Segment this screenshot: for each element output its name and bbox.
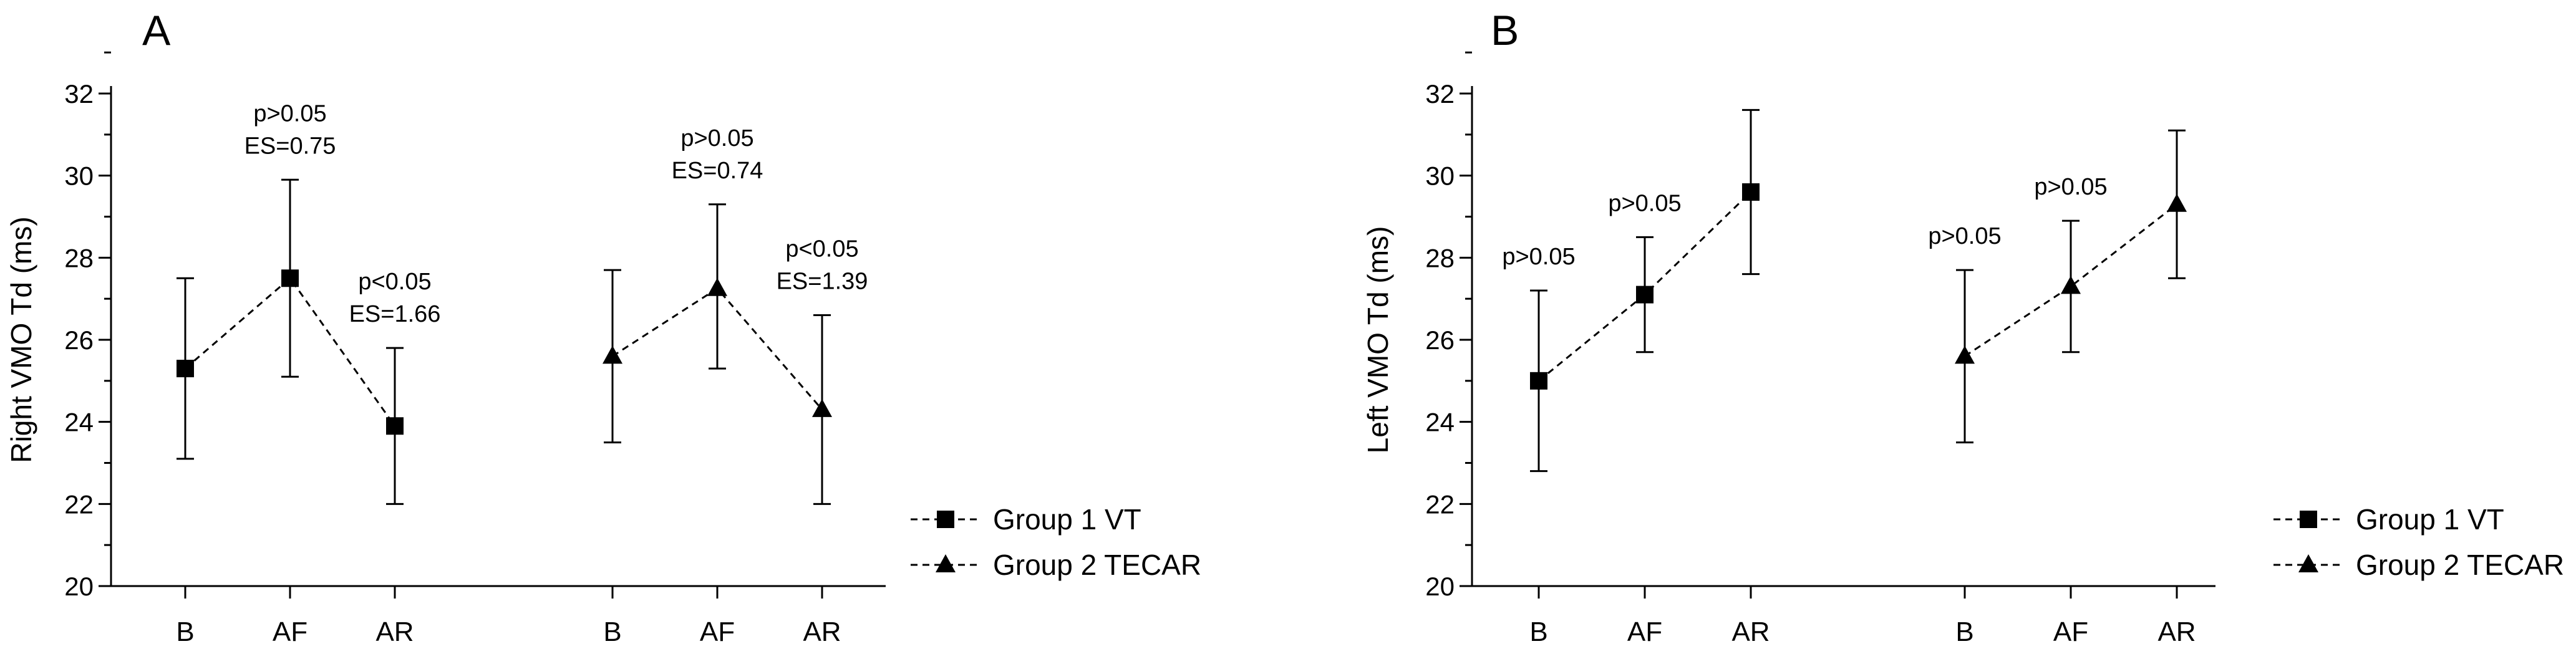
panel-a: A 20 22 24 26 28 30 32 Right VMO Td (ms) B AF AR p>0… — [5, 7, 1201, 647]
annotation-text: p>0.05 — [1502, 244, 1575, 270]
annotation-text: p<0.05 — [358, 269, 431, 295]
data-point-square — [1530, 372, 1547, 390]
x-tick-label-af: AF — [273, 617, 307, 647]
y-tick-label: 24 — [1425, 408, 1455, 437]
annotation-text: ES=0.75 — [245, 133, 336, 159]
x-tick-label-b: B — [1955, 617, 1973, 647]
annotation-text: p<0.05 — [785, 236, 858, 262]
legend: Group 1 VT Group 2 TECAR — [2273, 503, 2564, 581]
legend-marker-square — [937, 511, 954, 528]
annotation-text: p>0.05 — [2034, 174, 2107, 200]
series-1: B AF AR p>0.05 p>0.05 — [1502, 108, 1770, 647]
data-point-square — [1742, 183, 1760, 201]
legend-marker-square — [2300, 511, 2317, 528]
annotation-text: ES=1.66 — [349, 301, 441, 327]
y-tick-label: 20 — [1425, 572, 1455, 601]
annotation-text: p>0.05 — [680, 125, 753, 152]
legend-label: Group 2 TECAR — [993, 549, 1201, 581]
data-point-square — [177, 360, 194, 378]
y-tick-label: 32 — [1425, 79, 1455, 108]
series-2: B AF AR p>0.05 ES=0.74 p<0.05 ES=1.39 — [603, 125, 868, 647]
y-tick-label: 20 — [64, 572, 94, 601]
series-1: B AF AR p>0.05 ES=0.75 p<0.05 ES=1.66 — [176, 100, 440, 647]
y-tick-label: 26 — [64, 325, 94, 355]
x-tick-label-ar: AR — [2157, 617, 2196, 647]
data-point-triangle — [2167, 193, 2187, 212]
y-tick-label: 22 — [64, 489, 94, 519]
data-point-triangle — [707, 277, 727, 296]
annotation-text: p>0.05 — [1608, 190, 1681, 216]
legend-marker-triangle — [936, 554, 956, 572]
legend-label: Group 2 TECAR — [2356, 549, 2564, 581]
y-tick-label: 24 — [64, 408, 94, 437]
data-point-square — [386, 417, 404, 435]
annotation-text: p>0.05 — [253, 100, 326, 127]
data-point-triangle — [2061, 276, 2081, 294]
annotation-text: ES=1.39 — [777, 269, 868, 295]
series-2: B AF AR p>0.05 p>0.05 — [1928, 129, 2196, 647]
annotation-text: ES=0.74 — [672, 158, 763, 184]
y-tick-label: 30 — [1425, 161, 1455, 191]
x-tick-label-af: AF — [2053, 617, 2088, 647]
panel-b: B 20 22 24 26 28 30 32 Left VMO Td (ms) B AF AR p>0.… — [1362, 7, 2564, 647]
y-tick-label: 26 — [1425, 325, 1455, 355]
legend-label: Group 1 VT — [2356, 503, 2504, 536]
panel-letter: A — [142, 7, 171, 54]
data-point-triangle — [812, 398, 832, 417]
x-tick-label-ar: AR — [803, 617, 841, 647]
legend-label: Group 1 VT — [993, 503, 1141, 536]
annotation-text: p>0.05 — [1928, 223, 2001, 249]
legend-marker-triangle — [2298, 554, 2318, 572]
data-point-triangle — [603, 345, 622, 364]
y-tick-label: 30 — [64, 161, 94, 191]
y-tick-label: 28 — [64, 243, 94, 272]
data-point-square — [281, 269, 299, 287]
panel-letter: B — [1491, 7, 1519, 54]
x-tick-label-b: B — [176, 617, 194, 647]
y-tick-label: 32 — [64, 79, 94, 108]
y-tick-label: 22 — [1425, 489, 1455, 519]
y-tick-label: 28 — [1425, 243, 1455, 272]
x-tick-label-b: B — [603, 617, 621, 647]
y-axis-title: Right VMO Td (ms) — [5, 216, 37, 463]
x-tick-label-af: AF — [700, 617, 735, 647]
series-line — [1964, 203, 2177, 357]
y-axis-title: Left VMO Td (ms) — [1362, 226, 1394, 454]
x-tick-label-b: B — [1529, 617, 1547, 647]
x-tick-label-ar: AR — [1731, 617, 1770, 647]
legend: Group 1 VT Group 2 TECAR — [911, 503, 1201, 581]
data-point-triangle — [1955, 345, 1975, 364]
x-tick-label-af: AF — [1627, 617, 1662, 647]
data-point-square — [1636, 286, 1654, 304]
x-tick-label-ar: AR — [375, 617, 414, 647]
